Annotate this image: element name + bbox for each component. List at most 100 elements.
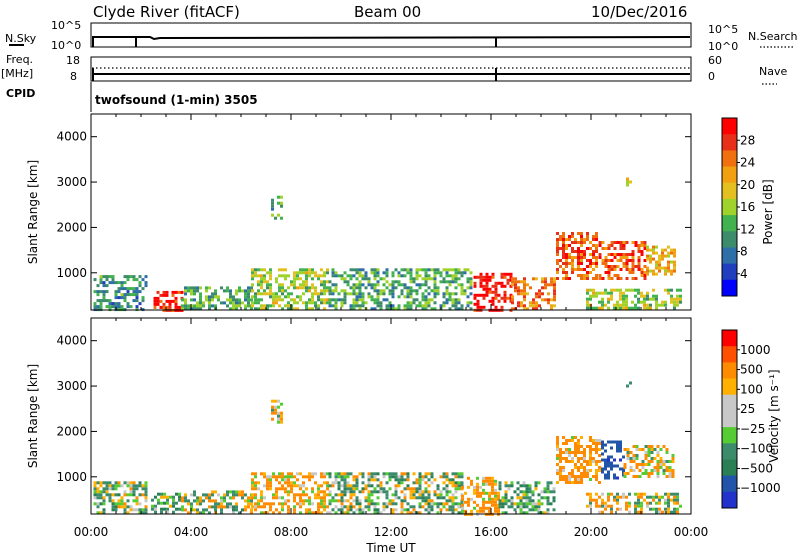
data-cell	[653, 448, 657, 451]
data-cell	[589, 271, 592, 274]
data-cell	[643, 498, 646, 502]
data-cell	[406, 484, 410, 488]
data-cell	[382, 508, 386, 512]
data-cell	[326, 289, 329, 293]
data-cell	[439, 502, 443, 506]
data-cell	[208, 298, 211, 302]
data-cell	[208, 496, 211, 500]
data-cell	[379, 484, 383, 488]
data-cell	[546, 496, 550, 500]
data-cell	[412, 289, 416, 293]
data-cell	[367, 508, 371, 512]
data-cell	[244, 292, 247, 296]
data-cell	[442, 475, 446, 479]
colorbar-segment	[722, 427, 737, 444]
data-cell	[433, 292, 437, 296]
data-cell	[196, 511, 199, 515]
data-cell	[598, 469, 601, 472]
data-cell	[448, 499, 452, 503]
data-cell	[367, 496, 371, 500]
data-cell	[430, 298, 434, 302]
data-cell	[595, 442, 598, 445]
data-cell	[469, 286, 473, 290]
data-cell	[476, 302, 480, 306]
data-cell	[511, 301, 514, 305]
data-cell	[154, 495, 157, 499]
power-ylabel: Slant Range [km]	[26, 160, 40, 264]
data-cell	[135, 487, 139, 491]
data-cell	[451, 274, 455, 278]
data-cell	[522, 511, 526, 515]
data-cell	[409, 271, 413, 275]
data-cell	[516, 496, 520, 500]
data-cell	[129, 490, 133, 494]
data-cell	[649, 306, 652, 310]
data-patch	[626, 177, 632, 187]
data-cell	[199, 307, 202, 311]
data-cell	[317, 493, 320, 497]
data-cell	[308, 472, 311, 476]
data-cell	[271, 201, 274, 205]
data-cell	[159, 305, 163, 309]
colorbar-segment	[722, 279, 737, 297]
data-cell	[349, 274, 353, 278]
data-cell	[257, 307, 260, 311]
data-cell	[296, 502, 299, 506]
data-cell	[157, 492, 160, 496]
data-cell	[193, 304, 196, 308]
data-cell	[334, 289, 338, 293]
data-cell	[403, 496, 407, 500]
data-cell	[646, 504, 649, 508]
data-cell	[476, 275, 480, 279]
data-cell	[361, 481, 365, 485]
data-cell	[415, 511, 419, 515]
data-cell	[135, 287, 139, 291]
data-cell	[613, 303, 616, 307]
data-cell	[619, 440, 622, 444]
data-cell	[556, 439, 559, 442]
data-cell	[613, 265, 617, 268]
data-cell	[391, 286, 395, 290]
data-cell	[120, 293, 124, 297]
data-cell	[637, 501, 640, 505]
data-cell	[540, 511, 544, 515]
data-cell	[592, 253, 595, 256]
data-cell	[278, 481, 281, 485]
data-cell	[549, 502, 553, 506]
data-cell	[610, 504, 613, 508]
data-cell	[436, 505, 440, 509]
data-cell	[571, 247, 574, 250]
data-cell	[299, 496, 302, 500]
data-cell	[314, 301, 317, 305]
data-cell	[278, 286, 281, 290]
data-cell	[314, 496, 317, 500]
data-cell	[275, 496, 278, 500]
data-cell	[370, 283, 374, 287]
data-cell	[661, 303, 664, 307]
data-cell	[229, 298, 232, 302]
data-cell	[513, 502, 517, 506]
data-cell	[427, 268, 431, 272]
data-cell	[334, 307, 338, 311]
data-cell	[93, 305, 97, 309]
data-cell	[376, 301, 380, 305]
data-cell	[311, 292, 314, 296]
data-cell	[565, 247, 568, 250]
data-cell	[187, 499, 190, 503]
data-cell	[460, 472, 464, 476]
data-cell	[343, 484, 347, 488]
data-cell	[562, 436, 565, 439]
data-cell	[586, 247, 589, 250]
data-cell	[442, 292, 446, 296]
data-cell	[277, 420, 280, 424]
data-cell	[598, 439, 601, 442]
data-cell	[269, 508, 272, 512]
colorbar-segment	[722, 263, 737, 281]
data-cell	[544, 283, 547, 287]
data-cell	[340, 304, 344, 308]
data-cell	[247, 298, 250, 302]
data-cell	[373, 472, 377, 476]
data-cell	[583, 238, 586, 241]
data-cell	[328, 289, 332, 293]
data-cell	[284, 304, 287, 308]
